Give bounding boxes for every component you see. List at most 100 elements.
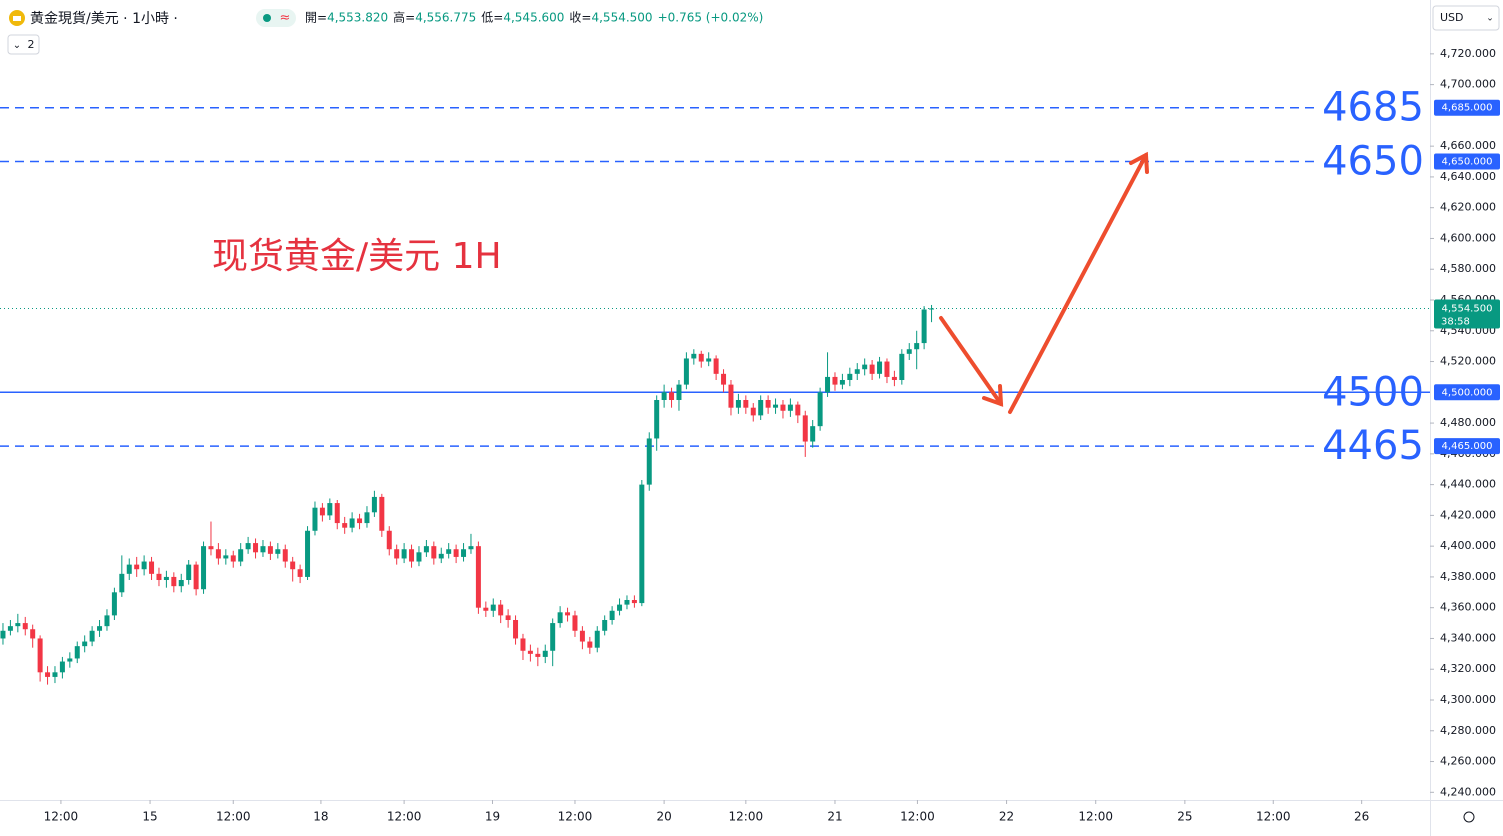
chevron: ⌄ — [13, 40, 21, 51]
candle-body — [416, 552, 422, 562]
candle-body — [119, 573, 125, 593]
ohlc-value: 4,553.820 — [327, 11, 388, 25]
candle-body — [334, 503, 340, 524]
level-badge — [1434, 384, 1500, 401]
candle-body — [163, 576, 169, 580]
candle-body — [839, 380, 845, 385]
x-tick-label: 12:00 — [729, 810, 764, 824]
candle-body — [877, 361, 883, 374]
symbol-icon-bar — [13, 16, 21, 21]
candle-body — [74, 646, 80, 659]
settings-icon[interactable] — [1463, 811, 1475, 823]
candle-body — [45, 672, 51, 677]
x-tick-label: 12:00 — [1078, 810, 1113, 824]
candle-body — [230, 555, 236, 562]
status-icon: ≈ — [280, 11, 291, 26]
candle-body — [847, 373, 853, 380]
candle-body — [364, 512, 370, 524]
arrow-head — [982, 384, 1004, 407]
level-badge — [1434, 99, 1500, 116]
candle-body — [617, 604, 623, 611]
candle-body — [134, 564, 140, 570]
ohlc-header: 開= 4,553.820 高= 4,556.775 低= 4,545.600 收= 4,554… — [305, 10, 763, 25]
level-badge-label: 4,500.000 — [1442, 387, 1493, 398]
x-tick-label: 22 — [999, 810, 1014, 824]
candle-body — [587, 641, 593, 648]
candle-body — [891, 376, 897, 380]
candle-body — [357, 518, 363, 524]
chevron: ⌄ — [1486, 14, 1494, 24]
candle-body — [394, 549, 400, 559]
candle-body — [186, 564, 192, 580]
candle-body — [728, 384, 734, 408]
candle-body — [305, 530, 311, 577]
candle-body — [349, 518, 355, 528]
y-tick-label: 4,640.000 — [1440, 170, 1496, 183]
currency-select[interactable] — [1432, 5, 1500, 31]
candle-body — [869, 364, 875, 374]
candle-body — [698, 353, 704, 362]
level-badge-label: 4,650.000 — [1442, 157, 1493, 168]
x-tick-label: 21 — [827, 810, 842, 824]
y-tick-label: 4,660.000 — [1440, 139, 1496, 152]
candle-body — [884, 361, 890, 377]
candle-body — [215, 549, 221, 559]
last-price-badge — [1434, 299, 1500, 329]
candle-body — [498, 604, 504, 616]
level-badge — [1434, 438, 1500, 455]
status-badge — [256, 9, 296, 27]
candle-body — [253, 543, 259, 553]
candle-body — [490, 604, 496, 611]
candle-body — [156, 573, 162, 580]
candle-body — [89, 630, 95, 642]
y-tick-label: 4,480.000 — [1440, 416, 1496, 429]
indicator-toggle[interactable] — [7, 34, 40, 55]
candle-body — [639, 484, 645, 604]
candle-body — [453, 549, 459, 557]
candle-body — [15, 623, 21, 627]
candle-body — [483, 607, 489, 611]
candle-body — [713, 358, 719, 374]
y-tick-label: 4,340.000 — [1440, 631, 1496, 644]
candle-body — [646, 438, 652, 485]
arrow-head — [1129, 151, 1149, 174]
candle-body — [832, 376, 838, 385]
candle-body — [22, 623, 28, 630]
status-dot — [263, 14, 271, 22]
y-tick-label: 4,700.000 — [1440, 78, 1496, 91]
candle-body — [97, 626, 103, 631]
candle-body — [579, 630, 585, 642]
plot: 4,240.000 4,260.000 4,280.000 4,300.000 4,32… — [0, 47, 1500, 824]
candle-body — [267, 546, 273, 554]
candle-body — [312, 507, 318, 531]
candle-body — [735, 400, 741, 408]
x-tick-label: 18 — [313, 810, 328, 824]
candle-body — [527, 650, 533, 654]
y-tick-label: 4,620.000 — [1440, 201, 1496, 214]
candle-body — [82, 641, 88, 647]
candle-body — [609, 610, 615, 620]
candle-body — [386, 530, 392, 550]
y-tick-label: 4,320.000 — [1440, 662, 1496, 675]
candle-body — [631, 600, 637, 604]
x-tick-label: 15 — [142, 810, 157, 824]
y-tick-label: 4,360.000 — [1440, 601, 1496, 614]
candle-body — [683, 358, 689, 385]
candle-body — [149, 561, 155, 574]
candle-body — [275, 549, 281, 554]
candle-body — [193, 564, 199, 590]
candle-body — [661, 392, 667, 400]
candle-body — [862, 364, 868, 370]
candle-body — [550, 623, 556, 651]
candle-body — [921, 309, 927, 344]
x-tick-label: 12:00 — [558, 810, 593, 824]
candle-body — [929, 308, 935, 310]
y-tick-label: 4,280.000 — [1440, 724, 1496, 737]
candle-body — [446, 549, 452, 554]
candle-body — [691, 353, 697, 359]
candle-body — [461, 549, 467, 557]
candle-body — [542, 650, 548, 657]
candle-body — [475, 546, 481, 608]
candle-body — [52, 672, 58, 677]
